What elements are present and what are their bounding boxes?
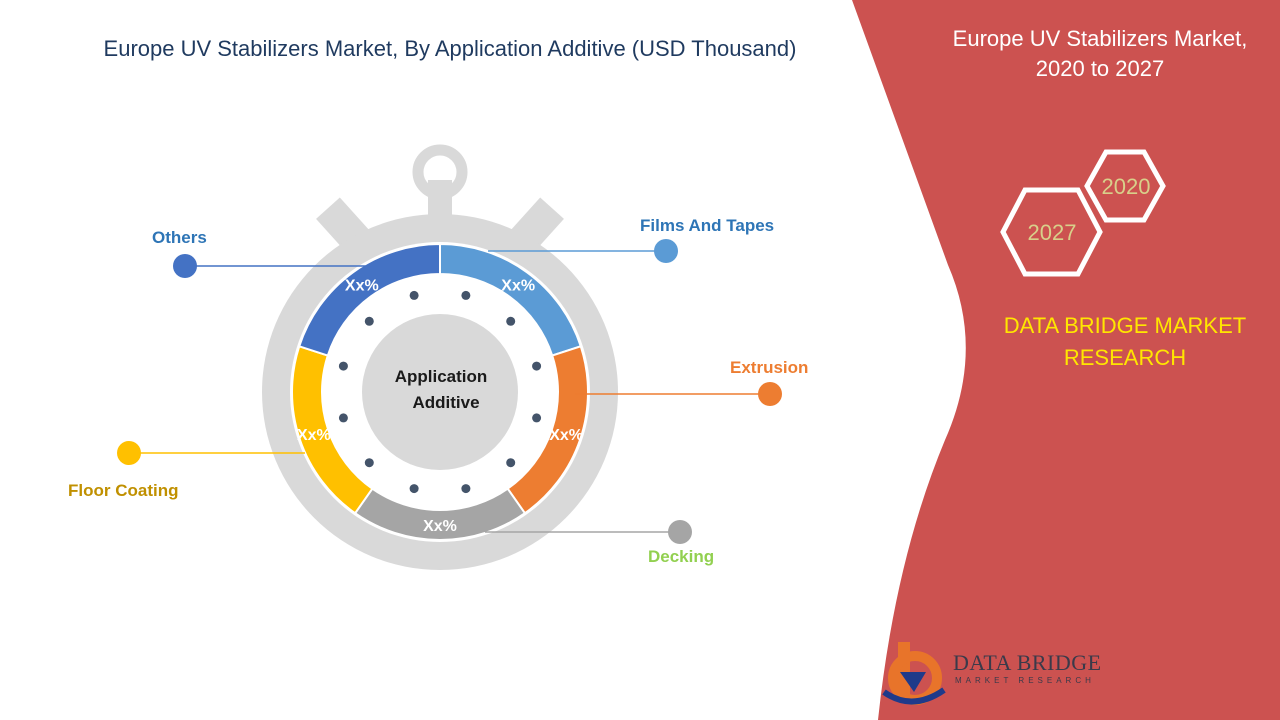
- hex-start-year: 2020: [1102, 174, 1151, 199]
- dial-tick-dot: [338, 361, 348, 371]
- hexagon-2027: [1000, 187, 1103, 277]
- leader-dot: [758, 382, 782, 406]
- category-label-extrusion: Extrusion: [730, 358, 809, 377]
- dial-tick-dot: [461, 290, 471, 300]
- segment-value-label: Xx%: [297, 427, 331, 444]
- category-label-decking: Decking: [648, 547, 715, 566]
- hexagon-2020: [1084, 149, 1166, 223]
- center-label-line2: Additive: [412, 393, 479, 412]
- right-title-line1: Europe UV Stabilizers Market,: [952, 26, 1248, 51]
- segment-value-label: Xx%: [345, 277, 379, 294]
- segment-value-label: Xx%: [423, 518, 457, 535]
- category-label-films-and-tapes: Films And Tapes: [640, 216, 775, 235]
- dial-tick-dot: [364, 316, 374, 326]
- logo-icon: [882, 642, 946, 705]
- segment-others: [297, 242, 441, 357]
- category-label-floor-coating: Floor Coating: [68, 481, 179, 500]
- dial-tick-dot: [409, 484, 419, 494]
- dial-tick-dot: [364, 458, 374, 468]
- dial-tick-dot: [506, 316, 516, 326]
- segment-value-label: Xx%: [501, 277, 535, 294]
- center-label-line1: Application: [395, 367, 488, 386]
- right-title: Europe UV Stabilizers Market, 2020 to 20…: [905, 24, 1280, 84]
- brand-line2: RESEARCH: [1063, 345, 1187, 370]
- center-disc: [362, 314, 518, 470]
- leader-dot: [117, 441, 141, 465]
- segment-value-label: Xx%: [549, 427, 583, 444]
- right-red-panel: [852, 0, 1280, 720]
- dial-tick-dot: [338, 413, 348, 423]
- brand-line1: DATA BRIDGE MARKET: [1003, 313, 1247, 338]
- leader-dot: [173, 254, 197, 278]
- dial-tick-dot: [506, 458, 516, 468]
- dial-tick-dot: [532, 413, 542, 423]
- logo-subtext: MARKET RESEARCH: [955, 676, 1095, 685]
- dial-tick-dot: [532, 361, 542, 371]
- category-label-others: Others: [152, 228, 207, 247]
- dial-tick-dot: [461, 484, 471, 494]
- hex-end-year: 2027: [1028, 220, 1077, 245]
- right-title-line2: 2020 to 2027: [1035, 56, 1165, 81]
- leader-dot: [654, 239, 678, 263]
- logo-text: DATA BRIDGE: [953, 650, 1102, 675]
- brand-name: DATA BRIDGE MARKET RESEARCH: [975, 310, 1275, 374]
- leader-dot: [668, 520, 692, 544]
- chart-title: Europe UV Stabilizers Market, By Applica…: [103, 36, 797, 61]
- dial-tick-dot: [409, 290, 419, 300]
